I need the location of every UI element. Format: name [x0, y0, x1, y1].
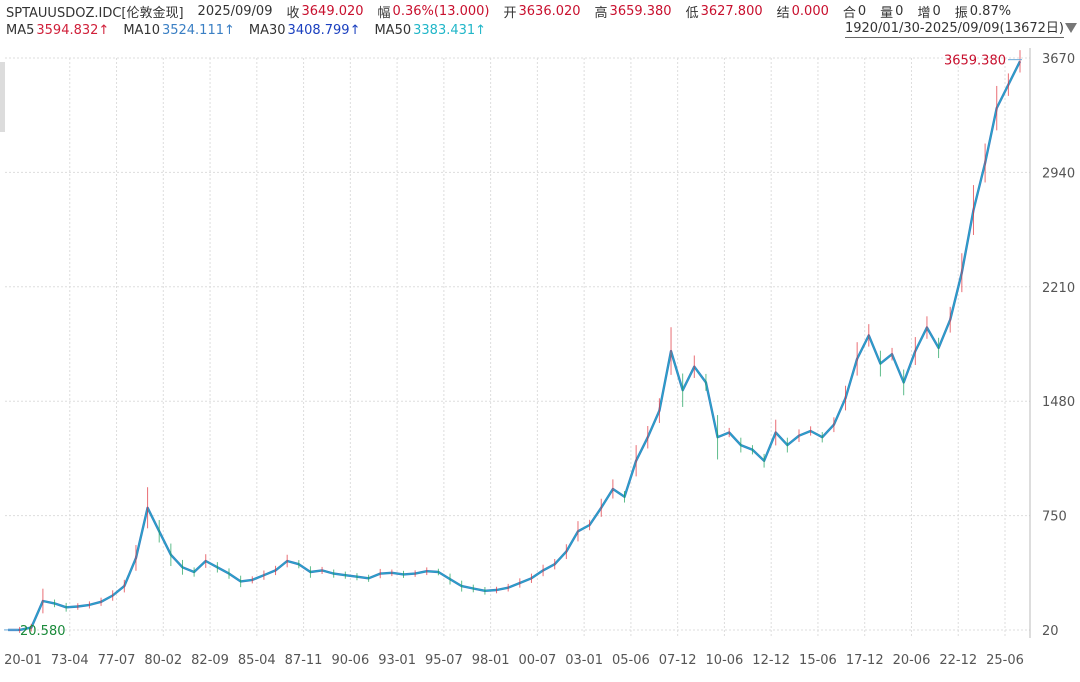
x-tick-label: 17-12 [846, 653, 884, 668]
open-label: 开 [503, 5, 517, 21]
x-tick-label: 22-12 [939, 653, 977, 668]
volume-label: 量 [880, 5, 894, 21]
ma30-value: 3408.799↑ [287, 22, 361, 38]
quote-info-row: SPTAUUSDOZ.IDC[伦敦金现] 2025/09/09 收 3649.02… [6, 2, 1012, 21]
low-price-marker: 20.580 [20, 624, 66, 639]
ma50-label[interactable]: MA50 [374, 22, 412, 38]
change-value: 0.36%(13.000) [392, 3, 490, 19]
close-value: 3649.020 [301, 3, 364, 19]
y-tick-label: 1480 [1042, 395, 1075, 410]
ma5-value: 3594.832↑ [36, 22, 110, 38]
settle-value: 0.000 [791, 3, 829, 19]
x-tick-label: 25-06 [986, 653, 1024, 668]
price-series-line [8, 60, 1022, 632]
x-tick-label: 93-01 [378, 653, 416, 668]
open-interest-value: 0 [857, 3, 867, 19]
high-value: 3659.380 [609, 3, 672, 19]
change-label: 幅 [377, 5, 391, 21]
x-tick-label: 10-06 [706, 653, 744, 668]
x-tick-label: 07-12 [659, 653, 697, 668]
ma5-label[interactable]: MA5 [6, 22, 35, 38]
x-tick-label: 85-04 [238, 653, 276, 668]
ma10-value: 3524.111↑ [161, 22, 235, 38]
high-label: 高 [594, 5, 608, 21]
dropdown-caret-icon[interactable] [1065, 23, 1077, 33]
side-panel-toggle[interactable] [0, 62, 5, 132]
ma30-label[interactable]: MA30 [248, 22, 286, 38]
increase-label: 增 [917, 5, 931, 21]
ma10-label[interactable]: MA10 [123, 22, 160, 38]
y-tick-label: 20 [1042, 624, 1059, 639]
amplitude-value: 0.87% [969, 3, 1012, 19]
y-tick-label: 750 [1042, 510, 1067, 525]
volume-value: 0 [895, 3, 904, 19]
increase-value: 0 [932, 3, 941, 19]
x-tick-label: 05-06 [612, 653, 650, 668]
x-tick-label: 87-11 [285, 653, 323, 668]
quote-date: 2025/09/09 [197, 3, 273, 19]
open-value: 3636.020 [518, 3, 581, 19]
x-tick-label: 95-07 [425, 653, 463, 668]
y-tick-label: 3670 [1042, 52, 1075, 67]
x-tick-label: 12-12 [752, 653, 790, 668]
symbol-name[interactable]: SPTAUUSDOZ.IDC[伦敦金现] [6, 5, 184, 21]
x-tick-label: 73-04 [51, 653, 89, 668]
price-chart[interactable]: 3670 2940 2210 1480 750 20 20-01 73-04 77-07 80-… [0, 40, 1080, 682]
low-value: 3627.800 [700, 3, 763, 19]
x-tick-label: 00-07 [518, 653, 556, 668]
y-tick-label: 2210 [1042, 281, 1075, 296]
x-tick-label: 03-01 [565, 653, 603, 668]
ma-series-line [8, 61, 1021, 631]
x-tick-label: 20-01 [4, 653, 42, 668]
amplitude-label: 振 [954, 5, 968, 21]
x-tick-label: 15-06 [799, 653, 837, 668]
high-price-marker: 3659.380 [944, 54, 1006, 69]
moving-average-row: MA5 3594.832↑ MA10 3524.111↑ MA30 3408.799↑… [6, 21, 486, 39]
x-tick-label: 90-06 [331, 653, 369, 668]
x-tick-label: 82-09 [191, 653, 229, 668]
date-range-selector[interactable]: 1920/01/30-2025/09/09(13672日) [844, 21, 1064, 38]
y-tick-label: 2940 [1042, 166, 1075, 181]
x-tick-label: 80-02 [144, 653, 182, 668]
settle-label: 结 [776, 5, 790, 21]
x-tick-label: 77-07 [98, 653, 136, 668]
x-tick-label: 98-01 [472, 653, 510, 668]
close-label: 收 [286, 5, 300, 21]
open-interest-label: 合 [842, 5, 856, 21]
ma50-value: 3383.431↑ [413, 22, 487, 38]
x-tick-label: 20-06 [893, 653, 931, 668]
low-label: 低 [685, 5, 699, 21]
